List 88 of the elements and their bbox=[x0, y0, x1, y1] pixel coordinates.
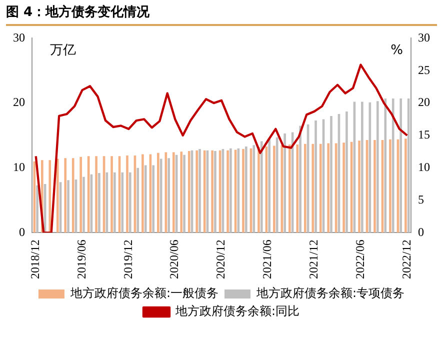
x-tick-label: 2020/06 bbox=[167, 240, 182, 280]
bar bbox=[121, 172, 124, 233]
bar bbox=[110, 156, 113, 233]
bar bbox=[314, 120, 317, 233]
legend-label: 地方政府债务余额:一般债务 bbox=[69, 286, 219, 300]
bar bbox=[80, 156, 82, 233]
x-tick-label: 2020/12 bbox=[214, 240, 228, 280]
bar bbox=[180, 152, 183, 233]
bar bbox=[376, 101, 379, 233]
bar bbox=[288, 144, 291, 233]
bar bbox=[384, 98, 387, 233]
y-tick-label: 0 bbox=[19, 224, 25, 239]
bar bbox=[114, 172, 116, 233]
bar bbox=[330, 116, 332, 233]
bar bbox=[214, 150, 216, 233]
bar bbox=[258, 147, 260, 233]
bar bbox=[346, 111, 348, 233]
bar bbox=[358, 140, 360, 233]
annotation: 万亿 bbox=[50, 43, 76, 58]
bar bbox=[64, 158, 67, 233]
chart-title: 图 4：地方债务变化情况 bbox=[6, 3, 437, 26]
y-tick-label: 30 bbox=[13, 30, 25, 44]
x-tick-label: 2018/12 bbox=[28, 240, 42, 280]
bar bbox=[404, 138, 407, 233]
legend-label: 地方政府债务余额:同比 bbox=[174, 304, 300, 318]
y2-tick-label: 25 bbox=[418, 62, 430, 77]
bar bbox=[82, 176, 85, 233]
bar bbox=[67, 180, 70, 233]
bar bbox=[230, 148, 232, 233]
bar bbox=[136, 168, 140, 233]
bar bbox=[400, 98, 402, 233]
bar bbox=[273, 146, 276, 233]
y2-tick-label: 30 bbox=[418, 30, 430, 44]
x-tick-label: 2019/12 bbox=[120, 240, 135, 280]
annotation: % bbox=[390, 43, 403, 58]
x-tick-label: 2021/12 bbox=[306, 240, 320, 280]
bar bbox=[144, 165, 147, 233]
bar bbox=[48, 160, 52, 233]
bar bbox=[188, 150, 190, 233]
bar bbox=[172, 152, 175, 233]
bar bbox=[168, 158, 170, 233]
bar bbox=[157, 152, 160, 233]
bar bbox=[95, 156, 98, 233]
bar bbox=[164, 152, 168, 233]
x-tick-label: 2021/06 bbox=[260, 240, 274, 280]
bar bbox=[312, 144, 314, 233]
bar bbox=[268, 138, 271, 233]
y-tick-label: 20 bbox=[13, 95, 25, 110]
bar bbox=[299, 126, 302, 233]
bar bbox=[183, 154, 186, 233]
bar bbox=[244, 146, 248, 233]
bar bbox=[126, 156, 128, 233]
bar bbox=[226, 150, 229, 233]
bar bbox=[361, 102, 364, 233]
bar bbox=[327, 143, 330, 233]
bar bbox=[142, 154, 144, 233]
bar bbox=[392, 98, 394, 233]
y2-tick-label: 5 bbox=[418, 192, 424, 206]
bar bbox=[56, 158, 59, 233]
x-tick-label: 2022/12 bbox=[399, 240, 414, 280]
bar bbox=[128, 172, 132, 233]
bar bbox=[252, 145, 256, 233]
y2-tick-label: 0 bbox=[418, 224, 424, 239]
bar bbox=[368, 102, 372, 233]
bar bbox=[72, 158, 74, 233]
bar bbox=[196, 150, 198, 233]
x-tick-label: 2019/06 bbox=[74, 240, 88, 280]
bar bbox=[36, 185, 38, 233]
y-tick-label: 10 bbox=[13, 160, 25, 174]
bar bbox=[98, 173, 100, 233]
bar bbox=[260, 141, 263, 233]
legend-label: 地方政府债务余额:专项债务 bbox=[256, 286, 405, 300]
y2-tick-label: 15 bbox=[418, 128, 430, 142]
bar bbox=[284, 133, 286, 233]
bar bbox=[319, 144, 322, 233]
bar bbox=[152, 165, 154, 233]
x-tick-label: 2022/06 bbox=[352, 240, 367, 280]
y2-tick-label: 20 bbox=[418, 95, 430, 110]
bar bbox=[342, 142, 345, 233]
bar bbox=[211, 150, 214, 233]
bar bbox=[304, 144, 306, 233]
bar bbox=[242, 149, 244, 233]
bar bbox=[296, 144, 299, 233]
bar bbox=[276, 137, 278, 233]
y2-tick-label: 10 bbox=[418, 160, 430, 174]
bar bbox=[198, 149, 201, 233]
bar bbox=[374, 140, 376, 233]
bar bbox=[389, 139, 392, 233]
